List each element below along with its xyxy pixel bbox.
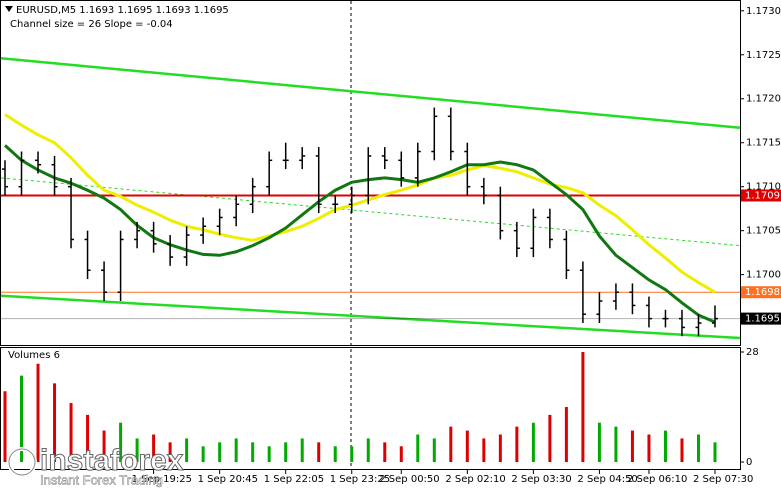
y-tick-label: 1.1700 [746, 270, 781, 281]
volume-tick-label: 0 [746, 457, 752, 468]
x-tick-label: 2 Sep 07:30 [693, 474, 753, 485]
watermark-tagline: Instant Forex Trading [40, 472, 163, 487]
chart-subtitle: Channel size = 26 Slope = -0.04 [10, 19, 173, 30]
x-tick-label: 2 Sep 00:50 [379, 474, 439, 485]
channel-lower [0, 294, 741, 340]
x-tick-label: 2 Sep 02:10 [445, 474, 505, 485]
x-tick-label: 1 Sep 22:05 [264, 474, 324, 485]
y-tick-label: 1.1720 [746, 94, 781, 105]
y-tick-label: 1.1725 [746, 50, 781, 61]
chart-icon [5, 6, 13, 12]
x-tick-label: 1 Sep 23:25 [330, 474, 390, 485]
volume-title: Volumes 6 [8, 350, 60, 361]
price-panel [0, 0, 741, 346]
watermark-icon-outline [8, 448, 36, 476]
moving-average [3, 144, 716, 324]
x-tick-label: 2 Sep 03:30 [511, 474, 571, 485]
watermark: instaforex Instant Forex Trading [7, 443, 184, 488]
chart-title: EURUSD,M5 1.1693 1.1695 1.1693 1.1695 [16, 5, 229, 16]
level-label: 1.1698 [745, 287, 780, 298]
level-label-box [741, 189, 781, 202]
level-label-box [741, 286, 781, 299]
y-tick-label: 1.1710 [746, 182, 781, 193]
volume-tick-label: 28 [746, 347, 759, 358]
x-tick-label: 2 Sep 06:10 [627, 474, 687, 485]
channel-middle [0, 177, 741, 247]
watermark-brand: instaforex [40, 444, 184, 477]
level-label: 1.1709 [745, 190, 780, 201]
y-tick-label: 1.1705 [746, 226, 781, 237]
x-tick-label: 2 Sep 04:50 [577, 474, 637, 485]
x-tick-label: 1 Sep 19:25 [132, 474, 192, 485]
x-tick-label: 1 Sep 20:45 [198, 474, 258, 485]
channel-upper [0, 57, 741, 130]
y-tick-label: 1.1730 [746, 6, 781, 17]
level-label-box [741, 312, 781, 325]
volume-panel [0, 347, 741, 470]
moving-average [4, 113, 716, 294]
level-label: 1.1695 [745, 314, 780, 325]
y-tick-label: 1.1715 [746, 138, 781, 149]
